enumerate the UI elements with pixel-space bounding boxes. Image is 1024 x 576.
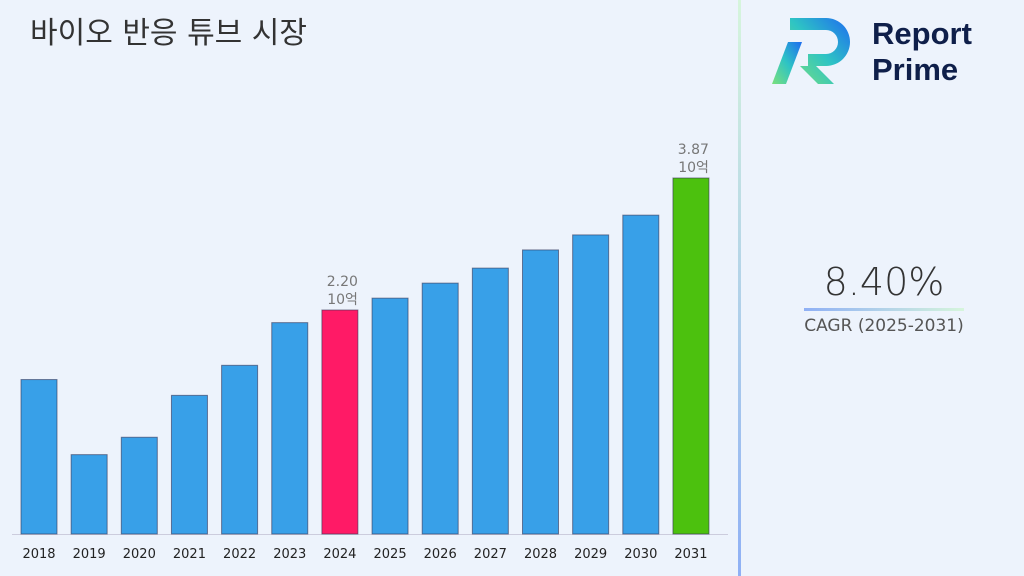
bar-2022 — [221, 364, 259, 535]
logo-r-icon — [772, 18, 850, 84]
x-tick-label: 2024 — [323, 547, 356, 562]
bar-2023 — [271, 322, 309, 535]
x-tick-label: 2028 — [524, 547, 557, 562]
cagr-underline — [804, 308, 964, 311]
logo-text-report: Report — [872, 16, 972, 51]
bar-2027 — [471, 267, 509, 535]
bar-2021 — [170, 394, 208, 535]
bar-2026 — [421, 282, 459, 535]
cagr-value: 8.40% — [823, 260, 945, 304]
x-tick-label: 2031 — [674, 547, 707, 562]
x-tick-label: 2020 — [123, 547, 156, 562]
x-tick-label: 2018 — [22, 547, 55, 562]
logo-text-prime: Prime — [872, 52, 959, 87]
x-tick-label: 2021 — [173, 547, 206, 562]
bar-2028 — [522, 249, 559, 535]
bar-2018 — [20, 379, 58, 535]
x-tick-label: 2025 — [374, 547, 407, 562]
bar-chart: 2018 2019 2020 2021 2022 2023 2024 2.20 10억 2025 2… — [12, 142, 728, 562]
bar-2019 — [70, 454, 108, 535]
x-tick-label: 2022 — [223, 547, 256, 562]
data-label-2024: 10억 — [327, 292, 358, 308]
x-tick-label: 2027 — [474, 547, 507, 562]
bar-2030 — [622, 214, 660, 535]
data-label-2031: 3.87 — [678, 142, 709, 158]
x-tick-label: 2026 — [424, 547, 457, 562]
x-tick-label: 2030 — [624, 547, 657, 562]
bar-2029 — [572, 234, 610, 535]
bar-2025 — [371, 297, 409, 535]
bar-2024 — [321, 309, 359, 535]
chart-title: 바이오 반응 튜브 시장 — [30, 16, 308, 51]
report-prime-logo: Report Prime — [768, 14, 1008, 94]
x-tick-label: 2019 — [73, 547, 106, 562]
data-label-2031: 10억 — [678, 160, 709, 176]
bar-2031 — [672, 177, 710, 535]
cagr-label: CAGR (2025-2031) — [804, 316, 964, 336]
data-label-2024: 2.20 — [327, 274, 358, 290]
bar-2020 — [120, 436, 158, 535]
divider — [738, 0, 741, 576]
x-tick-label: 2029 — [574, 547, 607, 562]
x-tick-label: 2023 — [273, 547, 306, 562]
